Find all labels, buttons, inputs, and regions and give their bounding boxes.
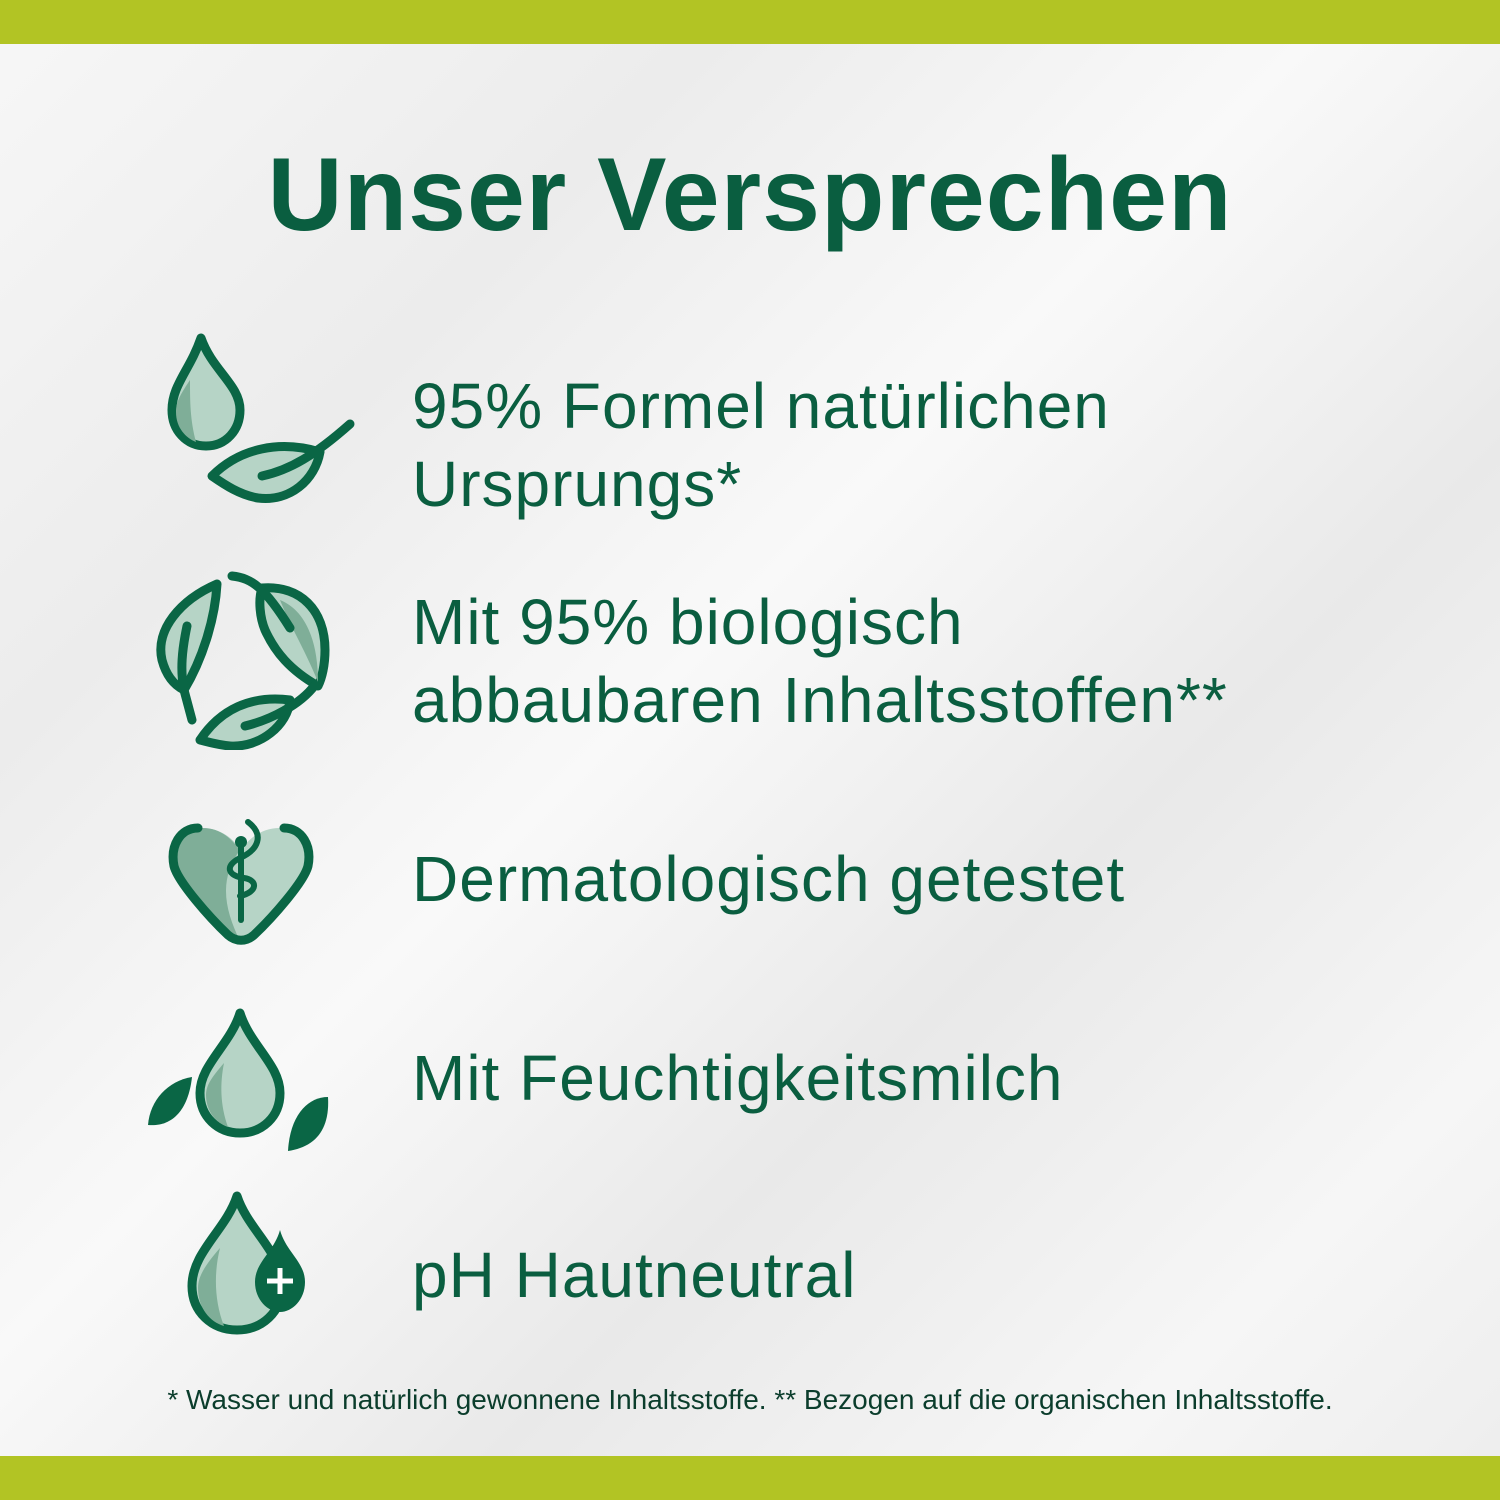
item-text-line: Mit 95% biologisch bbox=[412, 586, 964, 658]
item-text-line: Mit Feuchtigkeitsmilch bbox=[412, 1042, 1064, 1114]
item-text-line: Ursprungs* bbox=[412, 448, 743, 520]
heart-caduceus-icon bbox=[168, 819, 314, 945]
drop-leaf-icon bbox=[167, 333, 355, 503]
drop-two-leaves-icon bbox=[148, 1008, 329, 1151]
item-text-line: abbaubaren Inhaltsstoffen** bbox=[412, 664, 1228, 736]
footnote: * Wasser und natürlich gewonnene Inhalts… bbox=[167, 1384, 1333, 1415]
item-text-line: Dermatologisch getestet bbox=[412, 843, 1126, 915]
top-accent-bar bbox=[0, 0, 1500, 44]
recycle-leaves-icon bbox=[156, 571, 330, 750]
item-text-line: pH Hautneutral bbox=[412, 1239, 857, 1311]
drop-plus-icon bbox=[187, 1191, 305, 1335]
item-text-line: 95% Formel natürlichen bbox=[412, 370, 1110, 442]
page-title: Unser Versprechen bbox=[267, 137, 1233, 253]
bottom-accent-bar bbox=[0, 1456, 1500, 1500]
